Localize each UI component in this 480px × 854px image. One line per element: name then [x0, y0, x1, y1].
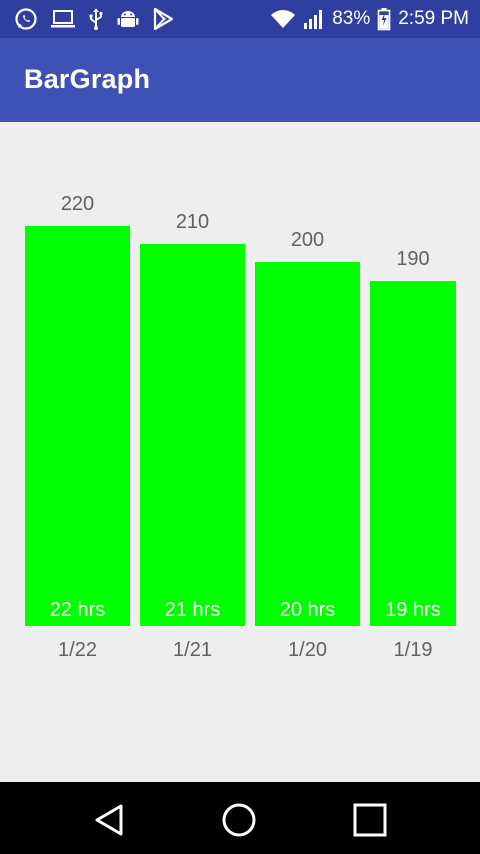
battery-charging-icon: [377, 7, 391, 31]
battery-percent: 83%: [332, 8, 371, 29]
notification-icons: [14, 0, 174, 38]
bar: 20 hrs: [255, 262, 360, 626]
system-status-icons: 83% 2:59 PM: [270, 0, 469, 38]
bar-value-label: 220: [60, 193, 95, 215]
whatsapp-icon: [14, 7, 38, 31]
recents-icon: [353, 803, 387, 837]
laptop-icon: [50, 8, 76, 30]
home-icon: [222, 803, 256, 837]
bar: 19 hrs: [370, 280, 456, 626]
x-tick-label: 1/19: [393, 639, 433, 661]
app-title: BarGraph: [24, 64, 151, 94]
back-button[interactable]: [89, 800, 129, 840]
recents-button[interactable]: [350, 800, 390, 840]
wifi-icon: [270, 8, 296, 30]
bar: 21 hrs: [140, 244, 245, 626]
bar: 22 hrs: [25, 226, 130, 626]
clock: 2:59 PM: [398, 8, 469, 29]
x-tick-label: 1/20: [288, 639, 327, 661]
x-tick-label: 1/21: [173, 639, 212, 661]
navigation-bar: [0, 782, 480, 854]
bar-hours-label: 21 hrs: [164, 598, 221, 621]
x-tick-label: 1/22: [58, 639, 97, 661]
status-bar: 83% 2:59 PM: [0, 0, 480, 38]
play-store-icon: [152, 7, 174, 31]
bar-value-label: 200: [290, 229, 325, 252]
signal-icon: [303, 8, 325, 30]
bar-graph: 220 22 hrs 1/22 210 21 hrs 1/21 200 20 hrs 1/20 1…: [0, 122, 480, 782]
bar-value-label: 210: [175, 211, 210, 234]
app-bar: BarGraph: [0, 38, 480, 122]
back-icon: [95, 804, 123, 836]
usb-icon: [88, 7, 104, 31]
bar-hours-label: 19 hrs: [385, 598, 441, 621]
bar-value-label: 190: [396, 247, 430, 270]
bar-hours-label: 20 hrs: [279, 598, 336, 621]
android-icon: [116, 7, 140, 31]
bar-hours-label: 22 hrs: [49, 599, 106, 621]
home-button[interactable]: [219, 800, 259, 840]
